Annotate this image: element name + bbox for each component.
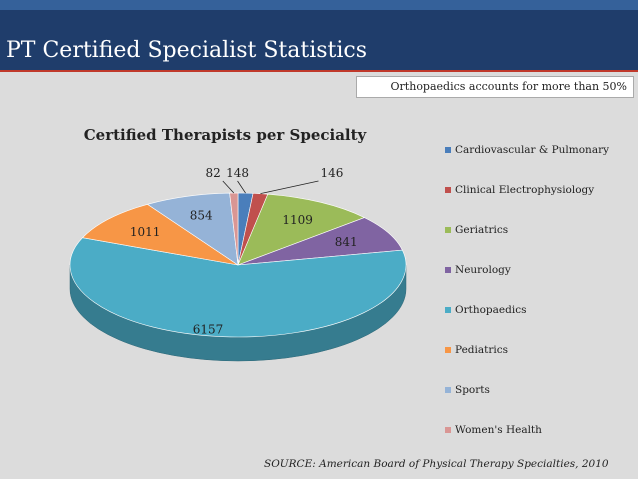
slide-subtitle: Orthopaedics accounts for more than 50%: [390, 80, 627, 93]
legend-swatch-geriatrics: [445, 227, 451, 233]
pie-slice-geriatrics: [237, 193, 366, 266]
data-label-women-s-health: 82: [206, 166, 221, 180]
header-accent-stripe: [0, 0, 638, 10]
legend-label-cardiovascular-pulmonary: Cardiovascular & Pulmonary: [455, 144, 609, 156]
slide-title: PT Certified Specialist Statistics: [6, 38, 368, 63]
pie-labels: 148 146 1109 841 6157 1011 854 82: [130, 166, 358, 336]
pie-slice-pediatrics: [81, 203, 239, 266]
header-divider-line: [0, 70, 638, 72]
legend-swatch-orthopaedics: [445, 307, 451, 313]
chart-legend: Cardiovascular & Pulmonary Clinical Elect…: [445, 144, 609, 436]
legend-swatch-cardiovascular-pulmonary: [445, 147, 451, 153]
label-leader-clinical-electrophysiology: [260, 180, 319, 195]
data-label-pediatrics: 1011: [130, 225, 161, 239]
chart-title: Certified Therapists per Specialty: [84, 126, 368, 144]
legend-label-neurology: Neurology: [455, 264, 511, 276]
data-label-sports: 854: [190, 209, 213, 223]
legend-label-women-s-health: Women's Health: [455, 424, 542, 436]
data-label-orthopaedics: 6157: [193, 322, 224, 336]
legend-swatch-sports: [445, 387, 451, 393]
data-label-geriatrics: 1109: [282, 213, 313, 227]
label-leader-women-s-health: [222, 180, 235, 194]
legend-swatch-women-s-health: [445, 427, 451, 433]
legend-swatch-clinical-electrophysiology: [445, 187, 451, 193]
legend-label-clinical-electrophysiology: Clinical Electrophysiology: [455, 184, 594, 196]
legend-label-sports: Sports: [455, 384, 490, 396]
label-leader-cardiovascular-pulmonary: [237, 180, 246, 194]
pie-top: [69, 192, 407, 338]
subtitle-box: Orthopaedics accounts for more than 50%: [356, 76, 634, 98]
pie-slice-sports: [146, 192, 239, 266]
legend-label-geriatrics: Geriatrics: [455, 224, 508, 236]
legend-swatch-neurology: [445, 267, 451, 273]
pie-slice-orthopaedics: [69, 237, 407, 338]
data-label-clinical-electrophysiology: 146: [320, 166, 343, 180]
data-label-cardiovascular-pulmonary: 148: [226, 166, 249, 180]
data-label-neurology: 841: [335, 235, 358, 249]
source-note: SOURCE: American Board of Physical Thera…: [264, 458, 609, 470]
legend-label-pediatrics: Pediatrics: [455, 344, 508, 356]
header-bar: [0, 0, 638, 70]
legend-label-orthopaedics: Orthopaedics: [455, 304, 526, 316]
legend-swatch-pediatrics: [445, 347, 451, 353]
